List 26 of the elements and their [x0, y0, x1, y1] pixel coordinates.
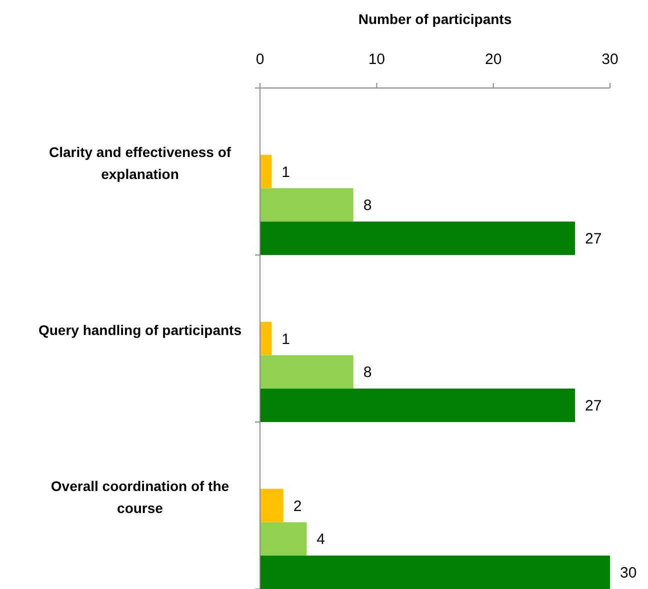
bar [260, 222, 575, 255]
bar [260, 154, 272, 188]
bar [260, 388, 575, 422]
data-label: 1 [282, 164, 290, 181]
y-tick-label: Overall coordination of the course [50, 478, 230, 516]
bar [260, 188, 354, 222]
data-label: 1 [282, 330, 290, 348]
y-tick-label: Query handling of participants [38, 322, 242, 338]
data-label: 2 [293, 498, 302, 515]
data-label: 27 [585, 230, 602, 248]
bar [260, 355, 354, 389]
x-tick-label: 10 [368, 51, 386, 68]
bar [260, 522, 307, 556]
bar [260, 488, 284, 522]
data-label: 4 [316, 531, 326, 548]
data-label: 8 [363, 197, 372, 214]
data-label: 8 [363, 364, 372, 382]
x-axis-title: Number of participants [358, 11, 512, 27]
x-tick-label: 20 [484, 51, 502, 68]
bar [260, 322, 272, 356]
bar [260, 556, 610, 589]
data-label: 30 [620, 564, 637, 582]
y-tick-label: Clarity and effectiveness of explanation [48, 144, 232, 182]
x-tick-label: 0 [256, 51, 264, 68]
x-tick-label: 30 [602, 51, 618, 68]
data-label: 27 [585, 398, 602, 415]
